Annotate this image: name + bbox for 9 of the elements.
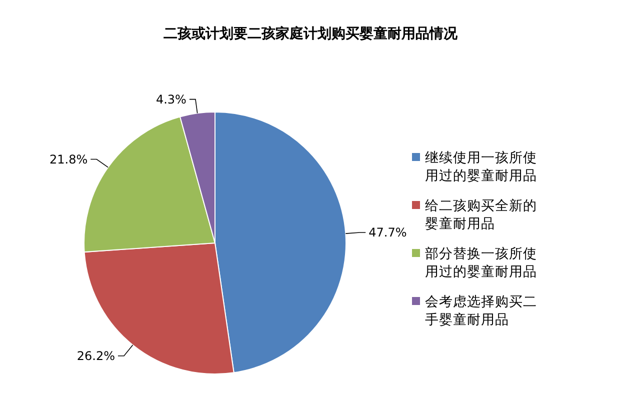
data-label: 21.8%: [50, 152, 88, 166]
chart-title: 二孩或计划要二孩家庭计划购买婴童耐用品情况: [164, 25, 458, 42]
data-label: 4.3%: [156, 92, 186, 106]
data-label: 26.2%: [76, 348, 115, 363]
data-label: 47.7%: [368, 226, 407, 240]
legend-label: 会考虑选择购买二手婴童耐用品: [425, 294, 537, 328]
legend-label: 给二孩购买全新的婴童耐用品: [425, 198, 537, 232]
legend-label: 部分替换一孩所使用过的婴童耐用品: [425, 246, 537, 280]
legend-label: 继续使用一孩所使用过的婴童耐用品: [425, 150, 537, 184]
